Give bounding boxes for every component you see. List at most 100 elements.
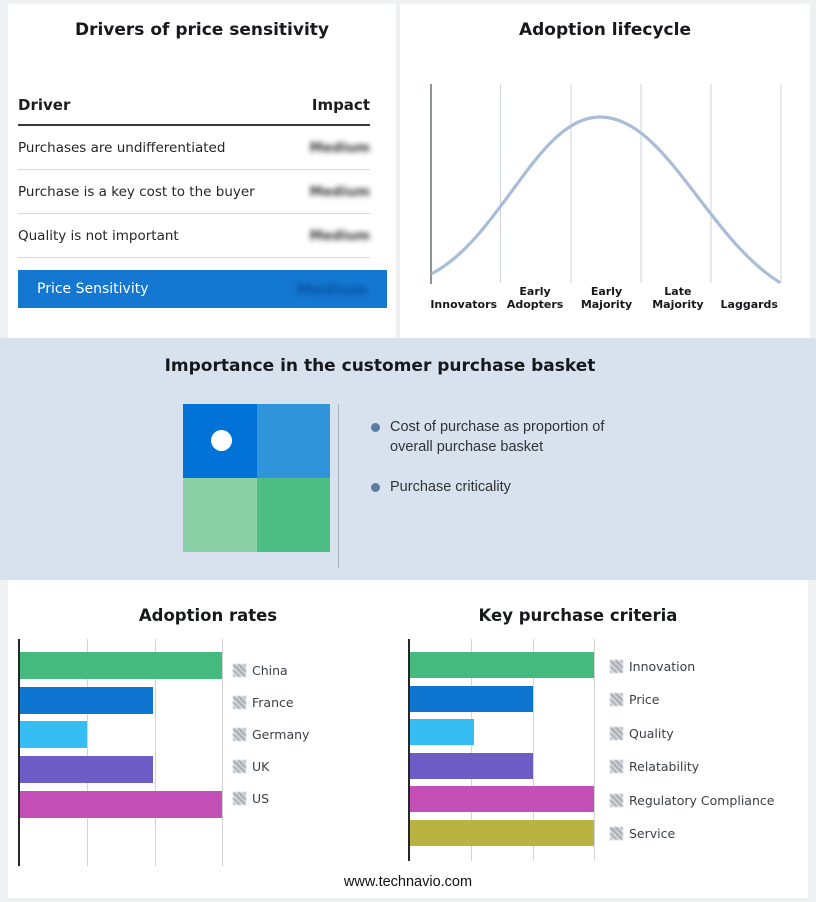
legend-label: Service xyxy=(629,826,676,842)
legend-item: Service xyxy=(610,821,774,847)
bar-quality xyxy=(410,719,475,746)
column-header-driver: Driver xyxy=(18,96,71,114)
bar-us xyxy=(20,790,222,818)
legend-swatch-icon xyxy=(610,726,623,740)
bar-uk xyxy=(20,756,154,784)
legend-item: Regulatory Compliance xyxy=(610,787,774,813)
gridline xyxy=(532,639,534,861)
legend-swatch-icon xyxy=(610,693,623,707)
legend-item: Price xyxy=(610,687,774,713)
bullet-item: Purchase criticality xyxy=(371,478,633,498)
legend-adoption-rates: China France Germany UK US xyxy=(233,657,309,812)
stage-label: Innovators xyxy=(430,298,498,311)
legend-swatch-icon xyxy=(610,827,623,841)
chart-title: Key purchase criteria xyxy=(478,606,678,625)
legend-item: China xyxy=(233,657,309,684)
chart-title: Adoption rates xyxy=(138,606,278,625)
bullet-icon xyxy=(371,483,380,492)
panel-title: Adoption lifecycle xyxy=(518,20,691,40)
column-header-impact: Impact xyxy=(311,96,370,114)
legend-item: Innovation xyxy=(610,653,774,679)
legend-label: Germany xyxy=(252,727,310,742)
quadrant-cell xyxy=(183,478,257,552)
legend-label: Quality xyxy=(629,725,674,741)
bullet-list: Cost of purchase as proportion of overal… xyxy=(371,418,633,519)
driver-cell: Quality is not important xyxy=(18,227,179,244)
bullet-text: Purchase criticality xyxy=(390,479,511,495)
gridline xyxy=(154,639,156,866)
stage-label: Early Majority xyxy=(580,285,633,311)
driver-cell: Purchases are undifferentiated xyxy=(18,139,226,156)
legend-item: UK xyxy=(233,753,309,780)
bullet-text: Cost of purchase as proportion of overal… xyxy=(390,419,605,455)
legend-label: Regulatory Compliance xyxy=(629,792,775,808)
gridline xyxy=(594,639,595,861)
quadrant-chart xyxy=(183,404,330,552)
legend-item: Relatability xyxy=(610,754,774,780)
bullet-item: Cost of purchase as proportion of overal… xyxy=(371,418,633,457)
legend-label: France xyxy=(252,695,294,710)
legend-label: China xyxy=(252,663,288,678)
legend-label: US xyxy=(252,791,270,806)
table-row: Purchases are undifferentiated Medium xyxy=(18,126,370,170)
section-title: Importance in the customer purchase bask… xyxy=(164,356,596,376)
panel-title: Drivers of price sensitivity xyxy=(74,20,330,40)
footer-url: www.technavio.com xyxy=(343,874,473,890)
price-sensitivity-label: Price Sensitivity xyxy=(37,281,149,297)
bullet-icon xyxy=(371,423,380,432)
bar-price xyxy=(410,685,534,712)
bar-regulatory-compliance xyxy=(410,786,594,813)
impact-value: Medium xyxy=(309,183,370,200)
price-sensitivity-summary-row: Price Sensitivity Medium xyxy=(18,270,387,308)
legend-swatch-icon xyxy=(233,664,246,677)
highlight-dot-icon xyxy=(211,430,232,451)
legend-label: Price xyxy=(629,692,660,708)
legend-swatch-icon xyxy=(233,792,246,805)
gridline xyxy=(87,639,89,866)
lifecycle-chart xyxy=(430,84,782,284)
legend-item: US xyxy=(233,785,309,812)
bar-relatability xyxy=(410,752,534,779)
bell-curve xyxy=(431,115,781,284)
legend-key-purchase-criteria: Innovation Price Quality Relatability Regula… xyxy=(610,653,774,847)
legend-label: Relatability xyxy=(629,759,700,775)
gridline xyxy=(222,639,223,866)
legend-item: Germany xyxy=(233,721,309,748)
legend-item: France xyxy=(233,689,309,716)
quadrant-cell xyxy=(256,404,330,478)
bar-plot-key-purchase-criteria xyxy=(408,639,600,861)
drivers-table: Driver Impact Purchases are undifferenti… xyxy=(18,92,370,258)
panel-price-sensitivity-drivers: Drivers of price sensitivity Driver Impa… xyxy=(8,4,396,338)
stage-label: Early Adopters xyxy=(506,285,564,311)
impact-value: Medium xyxy=(309,227,370,244)
table-row: Quality is not important Medium xyxy=(18,214,370,258)
section-bottom-charts: Adoption rates Key purchase criteria Chi… xyxy=(8,580,808,898)
legend-swatch-icon xyxy=(610,760,623,774)
legend-swatch-icon xyxy=(233,728,246,741)
table-row: Purchase is a key cost to the buyer Medi… xyxy=(18,170,370,214)
bar-germany xyxy=(20,721,87,749)
quadrant-cell xyxy=(256,478,330,552)
driver-cell: Purchase is a key cost to the buyer xyxy=(18,183,255,200)
legend-swatch-icon xyxy=(610,793,623,807)
stage-label: Laggards xyxy=(720,298,778,311)
bar-france xyxy=(20,686,154,714)
legend-label: UK xyxy=(252,759,270,774)
legend-swatch-icon xyxy=(610,659,623,673)
bar-plot-adoption-rates xyxy=(18,639,228,866)
legend-swatch-icon xyxy=(233,760,246,773)
bar-service xyxy=(410,819,594,846)
section-purchase-basket: Importance in the customer purchase bask… xyxy=(0,338,816,580)
stage-label: Late Majority xyxy=(652,285,704,311)
legend-label: Innovation xyxy=(629,658,696,674)
bar-innovation xyxy=(410,652,594,678)
bar-china xyxy=(20,652,222,679)
impact-value: Medium xyxy=(309,139,370,156)
legend-item: Quality xyxy=(610,720,774,746)
panel-adoption-lifecycle: Adoption lifecycle Innovators Early Adop… xyxy=(400,4,810,338)
impact-value: Medium xyxy=(296,279,368,299)
gridline xyxy=(471,639,473,861)
table-header: Driver Impact xyxy=(18,92,370,126)
legend-swatch-icon xyxy=(233,696,246,709)
axis-line xyxy=(338,404,339,568)
